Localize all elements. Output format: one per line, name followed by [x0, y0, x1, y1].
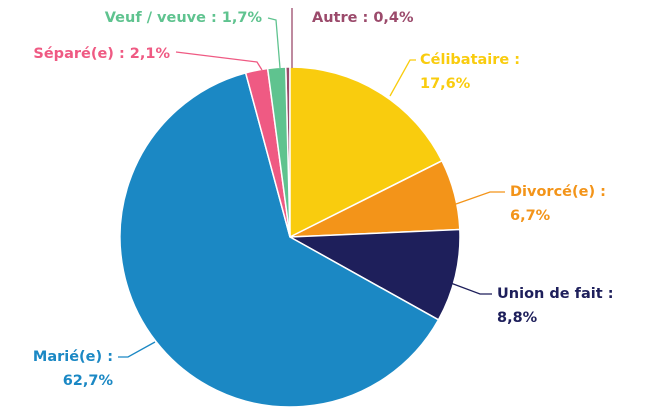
- category-label: Célibataire :: [420, 52, 520, 68]
- slice-label: Marié(e) :: [33, 349, 113, 365]
- slice-label: Union de fait :: [497, 286, 614, 302]
- category-label: Autre :: [312, 10, 368, 26]
- value-label: 2,1%: [130, 46, 171, 62]
- leader-line: [118, 341, 156, 358]
- category-label: Marié(e) :: [33, 349, 113, 365]
- slice-label: Divorcé(e) :: [510, 184, 606, 200]
- slice-label: Autre : 0,4%: [312, 10, 414, 26]
- category-label: Divorcé(e) :: [510, 184, 606, 200]
- pie-slice: [266, 66, 291, 238]
- leader-line: [447, 281, 492, 295]
- value-label: 8,8%: [497, 310, 538, 326]
- slice-label: Célibataire :: [420, 52, 520, 68]
- category-label: Séparé(e) :: [33, 46, 124, 62]
- category-label: Veuf / veuve :: [105, 10, 217, 26]
- slice-label: Séparé(e) : 2,1%: [33, 46, 170, 62]
- leader-line: [389, 59, 416, 97]
- value-label: 1,7%: [222, 10, 263, 26]
- pie-slice: [289, 66, 443, 239]
- value-label: 0,4%: [373, 10, 414, 26]
- value-label: 6,7%: [510, 208, 551, 224]
- slice-label: Veuf / veuve : 1,7%: [105, 10, 263, 26]
- pie-slice: [119, 71, 440, 407]
- leader-line: [175, 51, 263, 71]
- pie-slice: [287, 228, 461, 321]
- value-label: 62,7%: [63, 373, 114, 389]
- category-label: Union de fait :: [497, 286, 614, 302]
- leader-line: [455, 191, 505, 205]
- value-label: 17,6%: [420, 76, 471, 92]
- leader-line: [267, 17, 281, 69]
